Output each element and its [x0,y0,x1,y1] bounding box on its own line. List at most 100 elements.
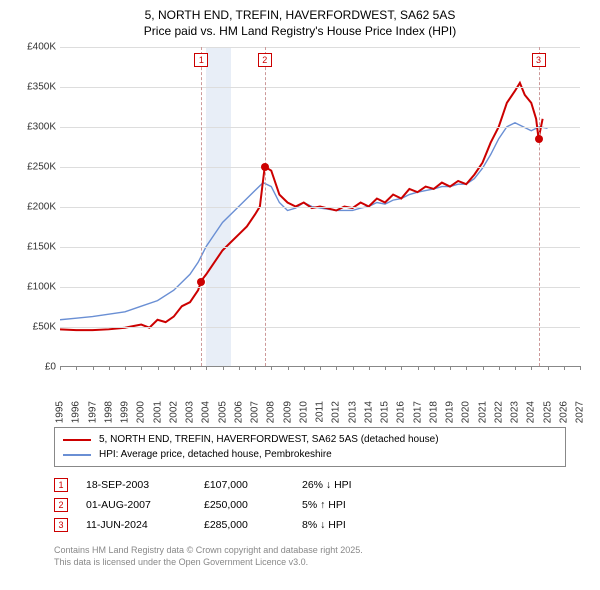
x-axis-label: 2011 [315,401,326,423]
x-axis-label: 2000 [136,401,147,423]
y-axis-label: £300K [20,122,56,133]
y-axis-label: £0 [20,362,56,373]
x-axis-label: 2010 [298,401,309,423]
sale-row: 311-JUN-2024£285,0008% ↓ HPI [54,515,592,535]
x-axis-label: 2015 [380,401,391,423]
x-tick [418,366,419,370]
y-axis-label: £250K [20,162,56,173]
sale-price: £285,000 [204,519,284,531]
x-tick [158,366,159,370]
x-tick [369,366,370,370]
sale-date: 01-AUG-2007 [86,499,186,511]
y-axis-label: £50K [20,322,56,333]
x-tick [336,366,337,370]
x-tick [499,366,500,370]
sale-delta: 5% ↑ HPI [302,499,382,511]
sale-date: 18-SEP-2003 [86,479,186,491]
legend-swatch [63,439,91,441]
x-tick [483,366,484,370]
x-axis-label: 2023 [510,401,521,423]
chart-title: 5, NORTH END, TREFIN, HAVERFORDWEST, SA6… [8,8,592,39]
x-tick [531,366,532,370]
title-line-1: 5, NORTH END, TREFIN, HAVERFORDWEST, SA6… [8,8,592,24]
sale-price: £107,000 [204,479,284,491]
sale-point [535,135,543,143]
x-tick [434,366,435,370]
legend-row: 5, NORTH END, TREFIN, HAVERFORDWEST, SA6… [63,432,557,447]
gridline [60,167,580,168]
x-tick [206,366,207,370]
series-line [60,123,548,320]
x-axis-label: 2018 [428,401,439,423]
y-axis-label: £100K [20,282,56,293]
x-axis-label: 1998 [103,401,114,423]
sales-table: 118-SEP-2003£107,00026% ↓ HPI201-AUG-200… [54,475,592,535]
legend-label: HPI: Average price, detached house, Pemb… [99,447,332,462]
x-tick [125,366,126,370]
x-tick [353,366,354,370]
sale-row: 118-SEP-2003£107,00026% ↓ HPI [54,475,592,495]
sale-date: 11-JUN-2024 [86,519,186,531]
y-axis-label: £400K [20,42,56,53]
x-tick [320,366,321,370]
x-axis-label: 1997 [87,401,98,423]
x-tick [401,366,402,370]
x-axis-label: 2020 [461,401,472,423]
x-axis-label: 1999 [120,401,131,423]
gridline [60,327,580,328]
x-tick [174,366,175,370]
x-tick [239,366,240,370]
x-tick [109,366,110,370]
sale-point [261,163,269,171]
chart-area: £0 £50K £100K £150K £200K £250K £300K £350K £400… [20,43,580,423]
y-axis-label: £350K [20,82,56,93]
gridline [60,47,580,48]
sale-marker: 1 [194,53,208,67]
x-tick [255,366,256,370]
sale-marker-cell: 3 [54,518,68,532]
sale-marker-cell: 2 [54,498,68,512]
x-tick [271,366,272,370]
footer-line-1: Contains HM Land Registry data © Crown c… [54,545,566,557]
sale-price: £250,000 [204,499,284,511]
x-axis-label: 2019 [445,401,456,423]
x-axis-label: 2005 [217,401,228,423]
footer-line-2: This data is licensed under the Open Gov… [54,557,566,569]
x-tick [141,366,142,370]
x-tick [564,366,565,370]
gridline [60,287,580,288]
x-axis-label: 1995 [55,401,66,423]
x-axis-label: 2003 [185,401,196,423]
x-tick [60,366,61,370]
x-axis-label: 2021 [477,401,488,423]
x-tick [190,366,191,370]
x-axis-label: 2014 [363,401,374,423]
legend-label: 5, NORTH END, TREFIN, HAVERFORDWEST, SA6… [99,432,439,447]
attribution-footer: Contains HM Land Registry data © Crown c… [54,545,566,568]
plot-region: £0£50K£100K£150K£200K£250K£300K£350K£400… [60,47,580,367]
x-tick [548,366,549,370]
legend: 5, NORTH END, TREFIN, HAVERFORDWEST, SA6… [54,427,566,467]
x-axis-label: 2024 [526,401,537,423]
gridline [60,127,580,128]
x-axis-label: 2008 [266,401,277,423]
x-axis-label: 2025 [542,401,553,423]
y-axis-label: £200K [20,202,56,213]
x-axis-label: 2004 [201,401,212,423]
x-tick [304,366,305,370]
gridline [60,87,580,88]
x-axis-label: 2016 [396,401,407,423]
x-axis-label: 1996 [71,401,82,423]
x-tick [515,366,516,370]
x-axis-label: 2009 [282,401,293,423]
x-tick [466,366,467,370]
sale-point [197,278,205,286]
legend-row: HPI: Average price, detached house, Pemb… [63,447,557,462]
x-tick [76,366,77,370]
x-axis-label: 2001 [152,401,163,423]
x-tick [93,366,94,370]
y-axis-label: £150K [20,242,56,253]
x-axis-label: 2026 [558,401,569,423]
sale-delta: 26% ↓ HPI [302,479,382,491]
x-axis-label: 2017 [412,401,423,423]
